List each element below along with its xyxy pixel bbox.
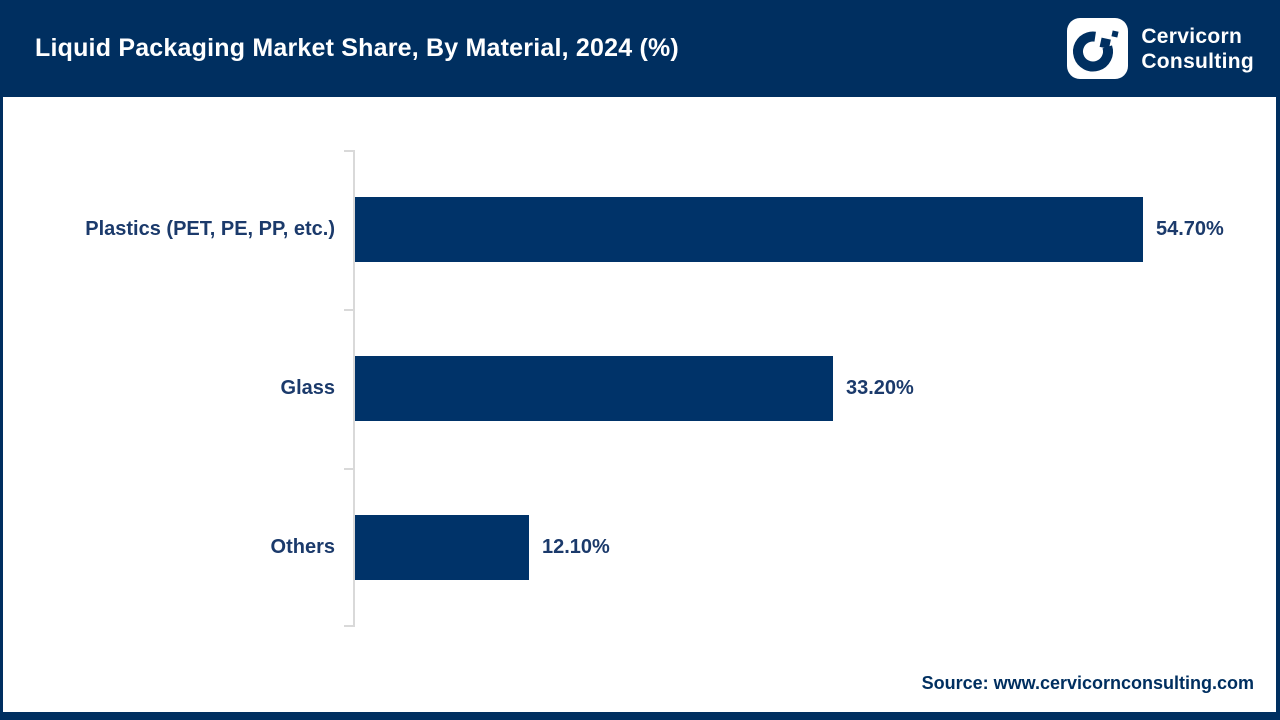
brand-logo: Cervicorn Consulting — [1067, 18, 1254, 79]
bar — [355, 515, 529, 580]
bar-row: 33.20% — [355, 356, 1254, 421]
frame-border-right — [1276, 97, 1280, 720]
bar-row: 12.10% — [355, 515, 1254, 580]
brand-name-line1: Cervicorn — [1141, 24, 1243, 48]
value-label: 33.20% — [846, 377, 914, 399]
category-label: Glass — [280, 377, 335, 399]
category-label: Plastics (PET, PE, PP, etc.) — [85, 218, 335, 240]
bar — [355, 197, 1143, 262]
value-label: 54.70% — [1156, 218, 1224, 240]
axis-tick — [344, 625, 355, 627]
category-labels: Plastics (PET, PE, PP, etc.) Glass Others — [0, 150, 335, 627]
axis-tick — [344, 468, 355, 470]
axis-tick — [344, 150, 355, 152]
source-note: Source: www.cervicornconsulting.com — [921, 673, 1254, 693]
category-label: Others — [270, 536, 335, 558]
bar-row: 54.70% — [355, 197, 1254, 262]
brand-name: Cervicorn Consulting — [1141, 24, 1254, 74]
frame-border-left — [0, 97, 3, 720]
brand-name-line2: Consulting — [1141, 49, 1254, 73]
frame-border-bottom — [0, 712, 1280, 720]
page-title: Liquid Packaging Market Share, By Materi… — [35, 34, 679, 62]
plot: 54.70% 33.20% 12.10% — [344, 150, 1254, 627]
header: Liquid Packaging Market Share, By Materi… — [0, 0, 1280, 97]
value-label: 12.10% — [542, 536, 610, 558]
bar — [355, 356, 833, 421]
axis-tick — [344, 309, 355, 311]
cervicorn-logo-icon — [1067, 18, 1129, 79]
